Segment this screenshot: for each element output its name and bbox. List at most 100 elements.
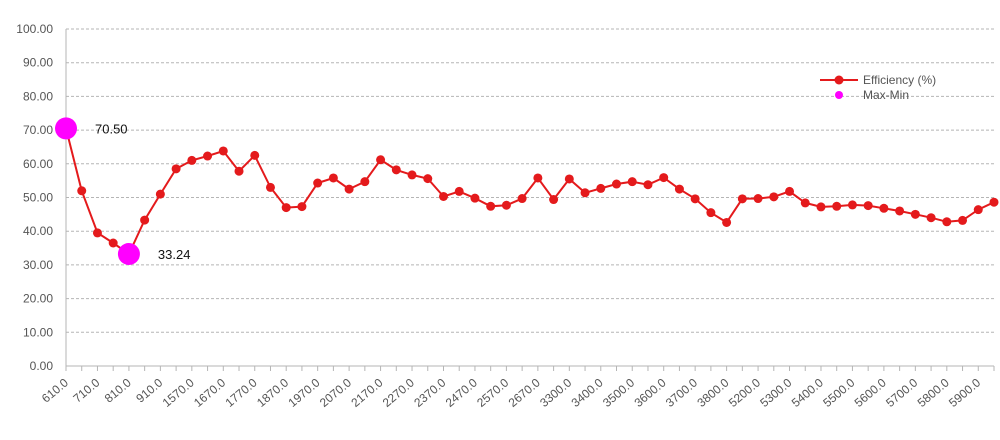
y-tick-label: 70.00 xyxy=(23,123,53,137)
efficiency-point xyxy=(328,173,338,183)
efficiency-point xyxy=(108,238,118,248)
efficiency-point xyxy=(580,188,590,198)
y-tick-label: 100.00 xyxy=(16,22,53,36)
max-min-markers: 70.50 33.24 xyxy=(55,117,190,265)
x-tick-label: 5500.0 xyxy=(820,375,857,410)
max-marker xyxy=(55,117,77,140)
x-tick-label: 3300.0 xyxy=(537,375,574,410)
efficiency-point xyxy=(564,174,574,184)
efficiency-point xyxy=(989,197,999,207)
legend-label-max-min: Max-Min xyxy=(863,88,909,102)
efficiency-point xyxy=(722,217,732,227)
efficiency-point xyxy=(454,186,464,196)
x-tick-label: 3400.0 xyxy=(569,375,606,410)
efficiency-point xyxy=(281,203,291,213)
x-tick-label: 5900.0 xyxy=(946,375,983,410)
x-tick-label: 5400.0 xyxy=(789,375,826,410)
x-tick-label: 1970.0 xyxy=(285,375,322,410)
efficiency-point xyxy=(879,203,889,213)
efficiency-point xyxy=(769,192,779,202)
efficiency-point xyxy=(171,164,181,174)
x-tick-label: 1870.0 xyxy=(254,375,291,410)
efficiency-point xyxy=(942,217,952,227)
x-tick-label: 2170.0 xyxy=(348,375,385,410)
x-tick-label: 5600.0 xyxy=(852,375,889,410)
efficiency-point xyxy=(92,228,102,238)
min-marker xyxy=(117,242,140,265)
efficiency-point xyxy=(470,193,480,203)
x-tick-label: 3800.0 xyxy=(694,375,731,410)
x-tick-label: 3700.0 xyxy=(663,375,700,410)
efficiency-point xyxy=(203,151,213,161)
x-tick-label: 2470.0 xyxy=(443,375,480,410)
efficiency-point xyxy=(391,165,401,175)
y-tick-label: 50.00 xyxy=(23,191,53,205)
grid-lines xyxy=(66,28,994,367)
efficiency-point xyxy=(910,209,920,219)
x-tick-label: 1570.0 xyxy=(160,375,197,410)
x-tick-label: 3500.0 xyxy=(600,375,637,410)
efficiency-point xyxy=(187,155,197,165)
efficiency-point xyxy=(360,177,370,187)
y-tick-label: 80.00 xyxy=(23,89,53,103)
efficiency-point xyxy=(77,186,87,196)
efficiency-point xyxy=(753,194,763,204)
x-tick-label: 5300.0 xyxy=(757,375,794,410)
x-tick-label: 810.0 xyxy=(102,375,134,405)
x-tick-label: 1770.0 xyxy=(223,375,260,410)
efficiency-point xyxy=(155,189,165,199)
y-tick-label: 0.00 xyxy=(30,359,54,373)
efficiency-point xyxy=(706,208,716,218)
y-tick-label: 60.00 xyxy=(23,157,53,171)
efficiency-point xyxy=(973,205,983,215)
y-tick-label: 40.00 xyxy=(23,224,53,238)
efficiency-point xyxy=(218,146,228,156)
efficiency-point xyxy=(659,173,669,183)
efficiency-point xyxy=(376,155,386,165)
x-tick-label: 1670.0 xyxy=(191,375,228,410)
x-tick-label: 5800.0 xyxy=(915,375,952,410)
efficiency-point xyxy=(297,202,307,212)
efficiency-point xyxy=(140,215,150,225)
x-tick-label: 710.0 xyxy=(70,375,102,405)
efficiency-point xyxy=(674,184,684,194)
efficiency-point xyxy=(250,150,260,160)
efficiency-point xyxy=(407,170,417,180)
efficiency-point xyxy=(313,178,323,188)
x-tick-label: 3600.0 xyxy=(632,375,669,410)
min-value-label: 33.24 xyxy=(158,247,191,262)
efficiency-point xyxy=(344,184,354,194)
efficiency-point xyxy=(737,194,747,204)
series-points xyxy=(61,123,999,259)
efficiency-point xyxy=(785,186,795,196)
efficiency-point xyxy=(690,194,700,204)
efficiency-point xyxy=(265,182,275,192)
legend: Efficiency (%)Max-Min xyxy=(820,73,936,102)
x-tick-label: 2070.0 xyxy=(317,375,354,410)
efficiency-point xyxy=(596,183,606,193)
efficiency-point xyxy=(816,202,826,212)
y-tick-label: 30.00 xyxy=(23,258,53,272)
efficiency-point xyxy=(627,177,637,187)
x-tick-label: 2570.0 xyxy=(474,375,511,410)
x-tick-label: 2370.0 xyxy=(411,375,448,410)
efficiency-line xyxy=(65,128,995,256)
x-tick-label: 5700.0 xyxy=(883,375,920,410)
x-tick-label: 2270.0 xyxy=(380,375,417,410)
x-tick-label: 610.0 xyxy=(39,375,71,405)
x-tick-label: 2670.0 xyxy=(506,375,543,410)
legend-label-efficiency: Efficiency (%) xyxy=(863,73,936,87)
y-tick-label: 20.00 xyxy=(23,292,53,306)
max-value-label: 70.50 xyxy=(95,121,128,136)
efficiency-point xyxy=(438,191,448,201)
efficiency-point xyxy=(847,200,857,210)
efficiency-point xyxy=(895,206,905,216)
efficiency-point xyxy=(549,195,559,205)
efficiency-point xyxy=(612,179,622,189)
efficiency-point xyxy=(958,215,968,225)
y-tick-label: 10.00 xyxy=(23,325,53,339)
efficiency-point xyxy=(926,213,936,223)
efficiency-point xyxy=(643,180,653,190)
